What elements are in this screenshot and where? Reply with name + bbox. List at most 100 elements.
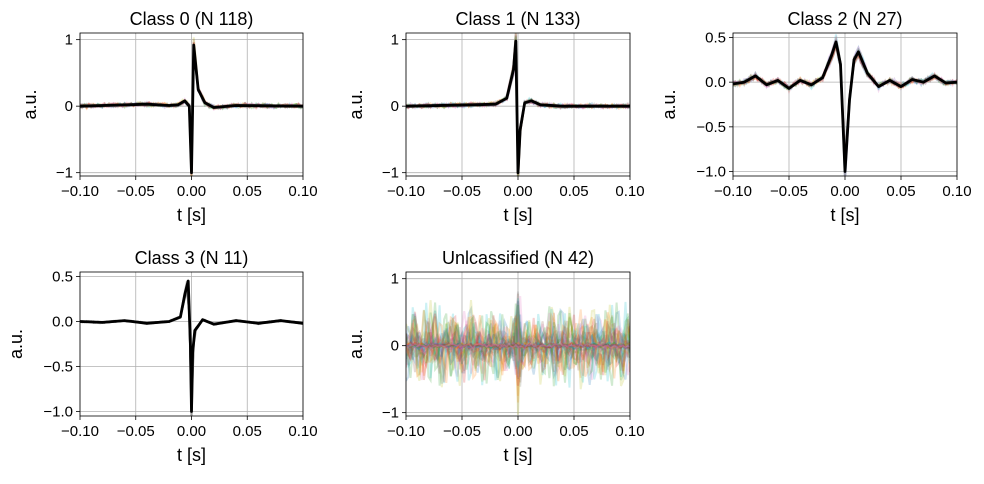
overlay-traces bbox=[80, 279, 303, 416]
y-tick-label: 0 bbox=[391, 98, 399, 115]
x-tick-label: 0.00 bbox=[177, 183, 206, 200]
subplot-title: Class 0 (N 118) bbox=[130, 9, 254, 29]
subplot-4: −0.10 −0.05 0.00 0.05 0.10 −1 0 1 Unlcassified (… bbox=[346, 248, 645, 465]
x-tick-label: −0.05 bbox=[117, 423, 155, 440]
x-tick-label: −0.10 bbox=[61, 183, 99, 200]
y-axis-label: a.u. bbox=[659, 89, 679, 119]
unclassified-trace bbox=[406, 311, 630, 381]
unclassified-trace bbox=[406, 291, 630, 366]
x-tick-label: −0.10 bbox=[714, 183, 752, 200]
x-tick-label: 0.00 bbox=[503, 183, 532, 200]
overlay-traces bbox=[406, 291, 630, 415]
unclassified-trace bbox=[406, 341, 630, 351]
y-tick-label: 0.0 bbox=[52, 314, 73, 331]
y-axis-label: a.u. bbox=[20, 89, 40, 119]
x-axis-label: t [s] bbox=[503, 205, 532, 225]
unclassified-trace bbox=[406, 311, 630, 375]
unclassified-trace bbox=[406, 314, 630, 367]
unclassified-trace bbox=[406, 341, 630, 351]
y-tick-label: 1 bbox=[391, 271, 399, 288]
unclassified-trace bbox=[406, 341, 630, 350]
unclassified-trace bbox=[406, 329, 630, 387]
y-tick-label: 0 bbox=[391, 338, 399, 355]
unclassified-trace bbox=[406, 340, 630, 351]
unclassified-trace bbox=[406, 342, 630, 350]
x-axis-label: t [s] bbox=[830, 205, 859, 225]
subplot-title: Class 1 (N 133) bbox=[455, 9, 580, 29]
unclassified-trace bbox=[406, 298, 630, 368]
x-tick-label: 0.05 bbox=[886, 183, 915, 200]
y-axis-label: a.u. bbox=[346, 89, 366, 119]
unclassified-trace bbox=[406, 319, 630, 374]
subplot-title: Class 3 (N 11) bbox=[135, 248, 249, 268]
y-tick-label: −0.5 bbox=[696, 119, 726, 136]
x-axis-label: t [s] bbox=[177, 445, 206, 465]
subplot-1: −0.10 −0.05 0.00 0.05 0.10 −1 0 1 Class 1 (N 133… bbox=[346, 9, 645, 225]
unclassified-trace bbox=[406, 341, 630, 350]
y-tick-label: −0.5 bbox=[43, 359, 73, 376]
unclassified-trace bbox=[406, 301, 630, 388]
x-tick-label: −0.05 bbox=[443, 183, 481, 200]
unclassified-trace bbox=[406, 341, 630, 350]
x-tick-label: −0.05 bbox=[443, 423, 481, 440]
subplot-2: −0.10 −0.05 0.00 0.05 0.10 −1.0 −0.5 0.0 0.5 Clas… bbox=[659, 9, 972, 225]
unclassified-trace bbox=[406, 303, 630, 379]
subplot-0: −0.10 −0.05 0.00 0.05 0.10 −1 0 1 Class 0 (N 118… bbox=[20, 9, 318, 225]
x-tick-label: 0.00 bbox=[830, 183, 859, 200]
x-tick-label: 0.10 bbox=[288, 423, 317, 440]
unclassified-trace bbox=[406, 305, 630, 386]
subplot-3: −0.10 −0.05 0.00 0.05 0.10 −1.0 −0.5 0.0 0.5 Clas… bbox=[6, 248, 318, 465]
y-tick-label: −1 bbox=[382, 405, 399, 422]
x-tick-label: 0.10 bbox=[615, 423, 644, 440]
mean-waveform-line bbox=[733, 40, 957, 173]
y-tick-label: 0.0 bbox=[705, 74, 726, 91]
mean-waveform-line bbox=[406, 39, 630, 175]
unclassified-trace bbox=[406, 301, 630, 369]
y-tick-label: 0 bbox=[65, 98, 73, 115]
x-tick-label: 0.05 bbox=[559, 423, 588, 440]
unclassified-trace bbox=[406, 340, 630, 350]
unclassified-trace bbox=[406, 341, 630, 351]
x-tick-label: 0.10 bbox=[288, 183, 317, 200]
unclassified-trace bbox=[406, 309, 630, 383]
x-tick-label: 0.05 bbox=[559, 183, 588, 200]
y-tick-label: −1 bbox=[56, 165, 73, 182]
x-tick-label: 0.05 bbox=[233, 423, 262, 440]
unclassified-trace bbox=[406, 315, 630, 372]
unclassified-trace bbox=[406, 341, 630, 350]
x-axis-label: t [s] bbox=[503, 445, 532, 465]
x-tick-label: −0.05 bbox=[117, 183, 155, 200]
y-tick-label: −1 bbox=[382, 165, 399, 182]
x-tick-label: 0.10 bbox=[615, 183, 644, 200]
subplot-title: Unlcassified (N 42) bbox=[442, 248, 594, 268]
unclassified-trace bbox=[406, 341, 630, 350]
overlay-traces bbox=[733, 34, 957, 176]
y-tick-label: −1.0 bbox=[43, 404, 73, 421]
x-tick-label: 0.00 bbox=[503, 423, 532, 440]
unclassified-trace bbox=[406, 300, 630, 415]
unclassified-trace bbox=[406, 328, 630, 378]
x-tick-label: −0.10 bbox=[61, 423, 99, 440]
x-tick-label: −0.10 bbox=[387, 183, 425, 200]
y-axis-label: a.u. bbox=[346, 329, 366, 359]
unclassified-trace bbox=[406, 341, 630, 350]
unclassified-trace bbox=[406, 300, 630, 363]
y-tick-label: 0.5 bbox=[52, 269, 73, 286]
unclassified-trace bbox=[406, 319, 630, 403]
unclassified-trace bbox=[406, 311, 630, 383]
x-tick-label: 0.05 bbox=[233, 183, 262, 200]
unclassified-trace bbox=[406, 304, 630, 379]
mean-waveform-line bbox=[80, 43, 303, 175]
y-tick-label: 1 bbox=[65, 32, 73, 49]
unclassified-trace bbox=[406, 296, 630, 379]
y-tick-label: 0.5 bbox=[705, 29, 726, 46]
x-axis-label: t [s] bbox=[177, 205, 206, 225]
unclassified-trace bbox=[406, 293, 630, 383]
unclassified-trace bbox=[406, 341, 630, 351]
unclassified-trace bbox=[406, 340, 630, 350]
unclassified-trace bbox=[406, 302, 630, 387]
y-axis-label: a.u. bbox=[6, 329, 26, 359]
x-tick-label: −0.05 bbox=[770, 183, 808, 200]
y-tick-label: −1.0 bbox=[696, 164, 726, 181]
